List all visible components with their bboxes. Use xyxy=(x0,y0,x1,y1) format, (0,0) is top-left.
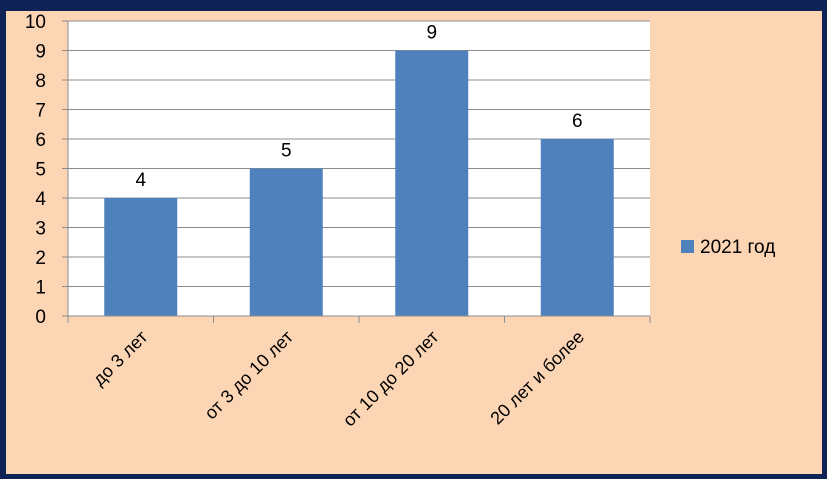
data-label: 4 xyxy=(135,170,146,191)
x-category-label: от 10 до 20 лет xyxy=(339,327,443,431)
y-tick-label: 5 xyxy=(35,160,46,181)
x-category-label: до 3 лет xyxy=(89,327,152,390)
y-tick-label: 7 xyxy=(35,101,46,122)
data-label: 5 xyxy=(281,141,292,162)
bar xyxy=(104,198,178,316)
y-tick-label: 8 xyxy=(35,71,46,92)
x-category-label: 20 лет и более xyxy=(486,327,588,429)
y-tick-label: 6 xyxy=(35,130,46,151)
y-tick-label: 9 xyxy=(35,42,46,63)
y-tick-label: 0 xyxy=(35,307,46,328)
y-axis-tick-labels: 0 1 2 3 4 5 6 7 8 9 10 xyxy=(25,12,47,328)
x-category-label: от 3 до 10 лет xyxy=(201,327,298,424)
x-axis-category-labels: до 3 лет от 3 до 10 лет от 10 до 20 лет 20 … xyxy=(89,327,588,431)
legend-label: 2021 год xyxy=(700,237,775,258)
y-tick-label: 3 xyxy=(35,219,46,240)
data-label: 9 xyxy=(426,23,437,44)
bar xyxy=(395,50,469,316)
legend: 2021 год xyxy=(681,237,775,258)
bar xyxy=(249,168,323,316)
bar xyxy=(540,139,614,316)
axes xyxy=(62,20,651,323)
data-labels: 4 5 9 6 xyxy=(135,23,582,192)
y-tick-label: 2 xyxy=(35,248,46,269)
y-tick-label: 1 xyxy=(35,278,46,299)
data-label: 6 xyxy=(572,111,583,132)
bar-series xyxy=(104,50,614,316)
y-tick-label: 4 xyxy=(35,189,46,210)
y-tick-label: 10 xyxy=(25,12,46,33)
legend-swatch xyxy=(681,240,694,253)
